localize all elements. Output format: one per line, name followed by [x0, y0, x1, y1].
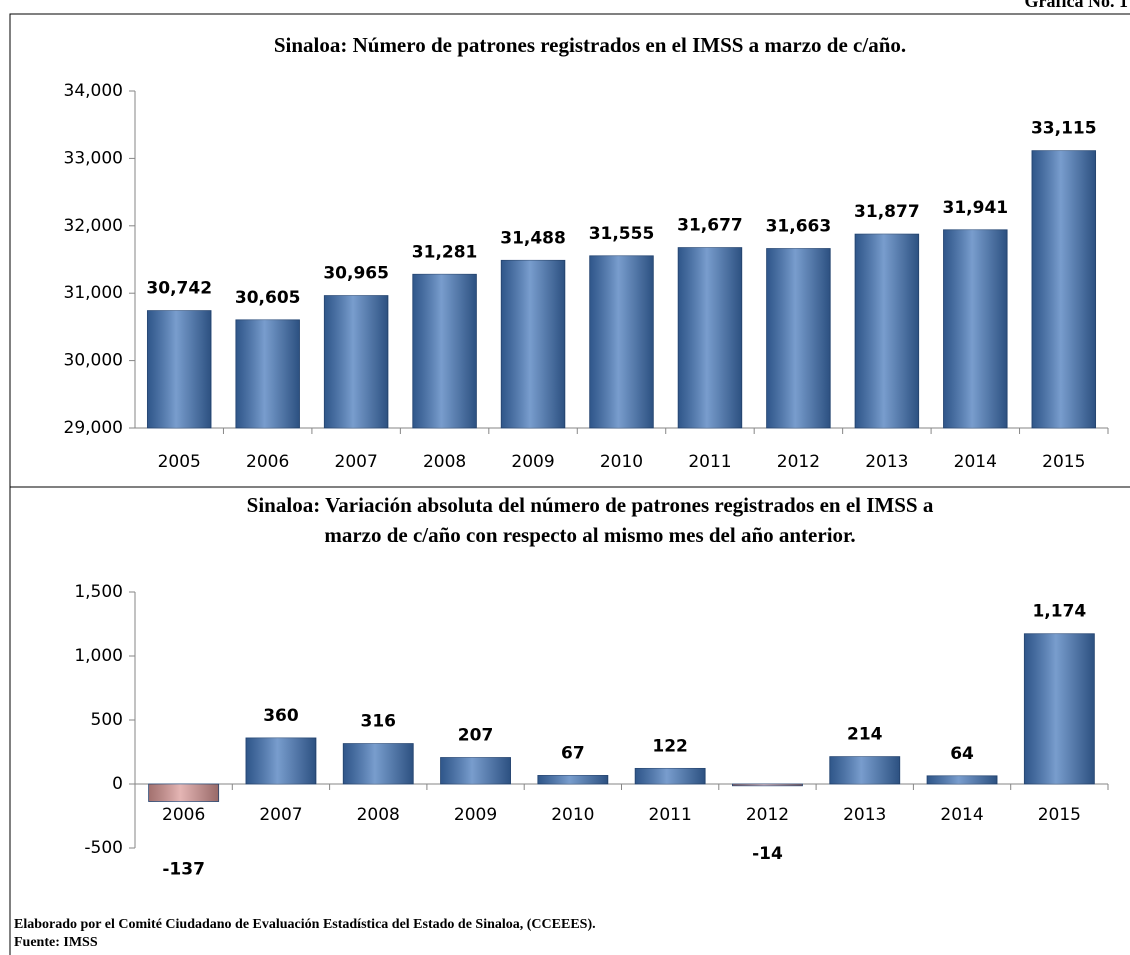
value-label: -14 [752, 844, 783, 864]
value-label: 31,877 [854, 202, 920, 222]
y-tick-label: 0 [112, 774, 123, 794]
value-label: 30,742 [146, 279, 212, 299]
x-tick-label: 2010 [600, 452, 643, 472]
value-label: 30,605 [235, 288, 301, 308]
value-label: 207 [458, 726, 494, 746]
value-label: 316 [361, 712, 397, 732]
x-tick-label: 2013 [843, 805, 886, 825]
x-tick-label: 2005 [158, 452, 201, 472]
header: Gráfica No. 1 [1025, 0, 1128, 11]
x-tick-label: 2010 [551, 805, 594, 825]
bar-shine [343, 743, 414, 784]
y-tick-label: 30,000 [64, 351, 123, 371]
value-label: 31,281 [412, 242, 478, 262]
bar-shine [412, 274, 477, 428]
value-label: 64 [950, 744, 974, 764]
chart-title: marzo de c/año con respecto al mismo mes… [324, 523, 855, 547]
bar-shine [245, 737, 316, 784]
y-tick-label: 32,000 [64, 216, 123, 236]
x-tick-label: 2011 [688, 452, 731, 472]
bar-shine [927, 775, 998, 784]
x-tick-label: 2012 [777, 452, 820, 472]
x-tick-label: 2007 [259, 805, 302, 825]
chart-title: Sinaloa: Variación absoluta del número d… [247, 493, 934, 517]
note: Fuente: IMSS [14, 935, 98, 950]
value-label: 31,677 [677, 216, 743, 236]
x-tick-label: 2007 [335, 452, 378, 472]
value-label: 67 [561, 743, 585, 763]
bar-shine [855, 234, 919, 428]
x-tick-label: 2009 [511, 452, 554, 472]
x-tick-label: 2014 [940, 805, 983, 825]
bar-shine [1024, 633, 1095, 784]
bar-shine [732, 784, 803, 786]
bar-shine [1031, 150, 1096, 429]
value-label: 33,115 [1031, 119, 1097, 139]
x-tick-label: 2014 [954, 452, 997, 472]
x-tick-label: 2012 [746, 805, 789, 825]
x-tick-label: 2009 [454, 805, 497, 825]
note: Elaborado por el Comité Ciudadano de Eva… [14, 917, 596, 932]
x-tick-label: 2008 [357, 805, 400, 825]
value-label: 214 [847, 725, 883, 745]
x-tick-label: 2008 [423, 452, 466, 472]
bar-shine [148, 784, 219, 802]
frame [9, 13, 1130, 955]
value-label: 31,663 [766, 217, 832, 237]
chart-title: Sinaloa: Número de patrones registrados … [274, 33, 906, 57]
x-tick-label: 2006 [246, 452, 289, 472]
bar-shine [147, 310, 212, 428]
bar-shine [829, 756, 900, 784]
value-label: -137 [162, 860, 205, 880]
bar-shine [324, 295, 388, 428]
bar-shine [440, 757, 511, 784]
bar-shine [678, 247, 742, 428]
x-tick-label: 2011 [649, 805, 692, 825]
x-tick-label: 2006 [162, 805, 205, 825]
x-tick-label: 2015 [1038, 805, 1081, 825]
value-label: 1,174 [1032, 602, 1086, 622]
y-tick-label: 33,000 [64, 148, 123, 168]
value-label: 360 [263, 706, 299, 726]
value-label: 122 [652, 736, 688, 756]
bar-shine [235, 319, 300, 428]
value-label: 31,488 [500, 228, 566, 248]
x-tick-label: 2013 [865, 452, 908, 472]
bar-shine [635, 768, 706, 784]
value-label: 31,555 [589, 224, 655, 244]
y-tick-label: -500 [84, 838, 123, 858]
bar-shine [766, 248, 831, 428]
bar-shine [589, 255, 654, 428]
y-tick-label: 31,000 [64, 283, 123, 303]
y-tick-label: 29,000 [64, 418, 123, 438]
y-tick-label: 34,000 [64, 81, 123, 101]
value-label: 30,965 [323, 264, 389, 284]
x-tick-label: 2015 [1042, 452, 1085, 472]
y-tick-label: 1,500 [74, 582, 123, 602]
bar-shine [943, 229, 1008, 428]
y-tick-label: 1,000 [74, 646, 123, 666]
bar-shine [537, 775, 608, 784]
y-tick-label: 500 [91, 710, 123, 730]
value-label: 31,941 [943, 198, 1009, 218]
bar-shine [501, 260, 565, 428]
